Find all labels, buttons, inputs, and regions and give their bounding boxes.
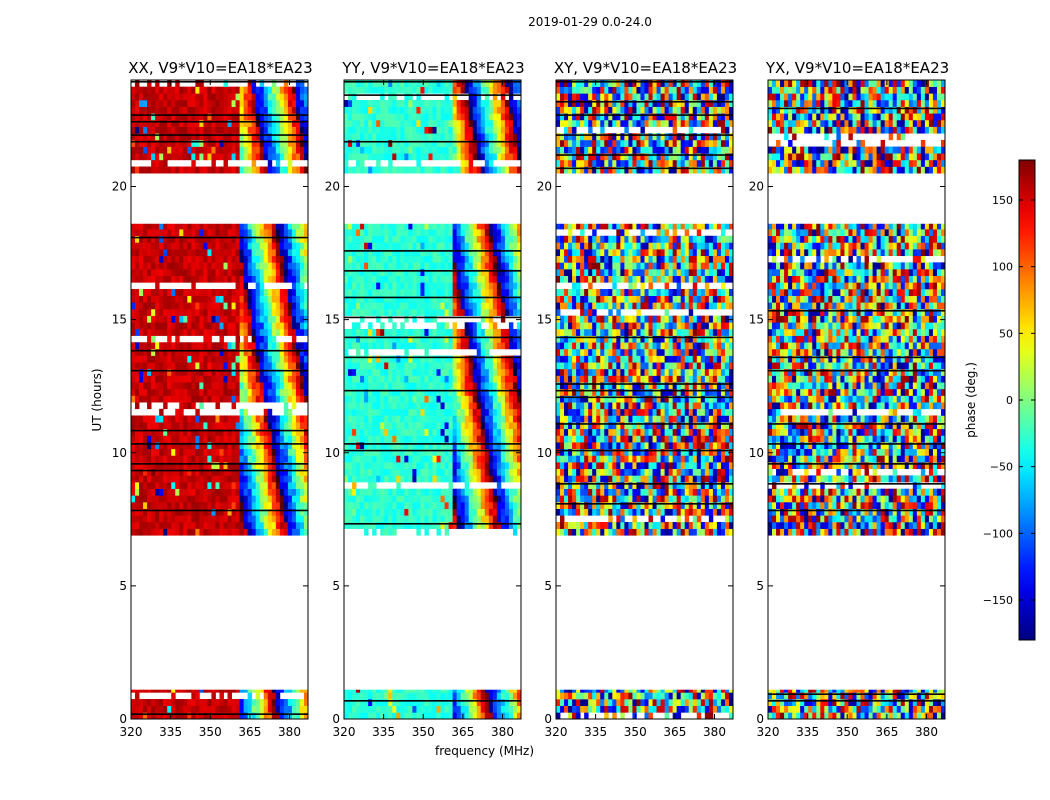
y-tick-label: 0: [119, 712, 127, 726]
phase-raster: [344, 80, 522, 720]
y-tick-label: 10: [112, 446, 127, 460]
x-tick-label: 335: [796, 725, 819, 739]
panel-title: XY, V9*V10=EA18*EA23: [554, 59, 737, 77]
panel-2: XY, V9*V10=EA18*EA23 320 335 350 365 380 0 5 10 1…: [537, 59, 737, 739]
x-tick-label: 335: [159, 725, 182, 739]
x-tick-label: 320: [757, 725, 780, 739]
colorbar-tick-label: 150: [992, 194, 1013, 207]
x-tick-label: 365: [451, 725, 474, 739]
panel-title: YY, V9*V10=EA18*EA23: [341, 59, 524, 77]
x-tick-label: 320: [120, 725, 143, 739]
x-tick-label: 320: [333, 725, 356, 739]
y-tick-label: 20: [537, 180, 552, 194]
x-tick-label: 335: [584, 725, 607, 739]
y-tick-label: 5: [119, 579, 127, 593]
x-tick-label: 350: [624, 725, 647, 739]
axes-frame: [767, 79, 946, 720]
panel-title: XX, V9*V10=EA18*EA23: [128, 59, 312, 77]
panels: XX, V9*V10=EA18*EA23 320 335 350 365 380 0 5 10 1…: [90, 59, 949, 758]
y-tick-label: 10: [325, 446, 340, 460]
x-tick-label: 335: [372, 725, 395, 739]
y-tick-label: 5: [756, 579, 764, 593]
colorbar-tick-label: −50: [990, 461, 1013, 474]
panel-1: YY, V9*V10=EA18*EA23 320 335 350 365 380 0 5 10 1…: [325, 59, 534, 758]
x-tick-label: 380: [915, 725, 938, 739]
y-tick-label: 10: [749, 446, 764, 460]
x-tick-label: 380: [278, 725, 301, 739]
y-tick-label: 10: [537, 446, 552, 460]
phase-raster: [131, 80, 309, 720]
y-tick-label: 0: [544, 712, 552, 726]
axes-frame: [555, 79, 734, 720]
x-tick-label: 380: [703, 725, 726, 739]
x-axis-label: frequency (MHz): [435, 744, 534, 758]
colorbar-tick-label: 100: [992, 261, 1013, 274]
y-tick-label: 15: [537, 313, 552, 327]
y-tick-label: 20: [325, 180, 340, 194]
y-tick-label: 0: [756, 712, 764, 726]
y-axis-label: UT (hours): [90, 368, 104, 431]
colorbar-tick-label: −150: [983, 594, 1013, 607]
x-tick-label: 365: [663, 725, 686, 739]
axes-frame: [130, 79, 309, 720]
x-tick-label: 365: [875, 725, 898, 739]
x-tick-label: 350: [199, 725, 222, 739]
x-tick-label: 350: [836, 725, 859, 739]
y-tick-label: 15: [325, 313, 340, 327]
y-tick-label: 0: [332, 712, 340, 726]
colorbar-tick-label: 50: [999, 327, 1013, 340]
x-tick-label: 380: [491, 725, 514, 739]
phase-raster: [556, 80, 734, 720]
x-tick-label: 365: [238, 725, 261, 739]
y-tick-label: 20: [112, 180, 127, 194]
y-tick-label: 15: [112, 313, 127, 327]
y-tick-label: 5: [332, 579, 340, 593]
figure-title: 2019-01-29 0.0-24.0: [528, 15, 652, 29]
x-tick-label: 320: [545, 725, 568, 739]
phase-raster: [768, 80, 946, 720]
colorbar-tick-label: −100: [983, 527, 1013, 540]
panel-3: YX, V9*V10=EA18*EA23 320 335 350 365 380 0 5 10 1…: [749, 59, 949, 739]
y-tick-label: 15: [749, 313, 764, 327]
x-tick-label: 350: [412, 725, 435, 739]
colorbar: 150 100 50 0 −50 −100 −150 phase (deg.): [964, 159, 1036, 641]
colorbar-tick-label: 0: [1006, 394, 1013, 407]
axes-frame: [343, 79, 522, 720]
y-tick-label: 20: [749, 180, 764, 194]
colorbar-label: phase (deg.): [964, 362, 978, 438]
panel-title: YX, V9*V10=EA18*EA23: [765, 59, 949, 77]
panel-0: XX, V9*V10=EA18*EA23 320 335 350 365 380 0 5 10 1…: [90, 59, 313, 739]
y-tick-label: 5: [544, 579, 552, 593]
